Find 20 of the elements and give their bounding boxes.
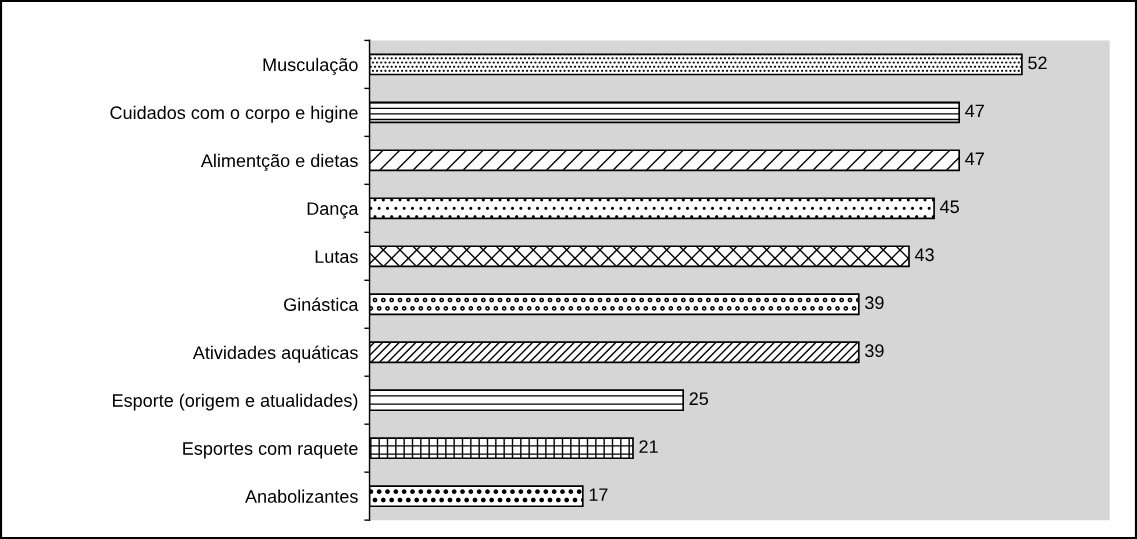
y-tick-label: Alimentção e dietas — [200, 153, 358, 171]
y-tick-label: Lutas — [315, 250, 358, 264]
data-label: 39 — [865, 344, 884, 358]
data-label: 17 — [589, 488, 608, 501]
data-label: 21 — [639, 440, 658, 453]
y-tick-label: Dança — [307, 202, 359, 219]
data-label: 45 — [940, 200, 959, 214]
y-tick-label: Musculação — [263, 57, 358, 75]
y-tick-label: Esportes com raquete — [183, 442, 358, 459]
data-label: 43 — [914, 248, 934, 262]
data-label: 25 — [689, 392, 709, 406]
y-tick-label: Ginástica — [284, 297, 359, 311]
data-label: 52 — [1028, 56, 1047, 70]
data-label: 39 — [865, 296, 884, 310]
data-label: 47 — [965, 104, 984, 118]
data-label: 47 — [965, 152, 984, 166]
y-tick-label: Esporte (origem e atualidades) — [113, 393, 358, 411]
y-tick-label: Atividades aquáticas — [192, 345, 358, 363]
y-tick-label: Anabolizantes — [245, 489, 358, 503]
y-tick-label: Cuidados com o corpo e higine — [110, 105, 358, 123]
